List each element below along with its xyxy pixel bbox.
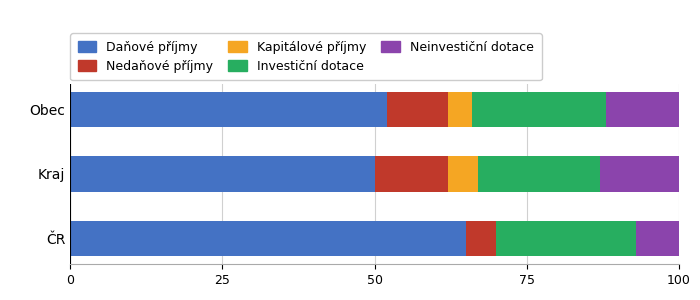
Bar [70,92,386,128]
Bar [600,156,679,192]
Bar [478,156,600,192]
Bar [386,92,447,128]
Legend: Daňové příjmy, Nedaňové příjmy, Kapitálové příjmy, Investiční dotace, Neinvestič: Daňové příjmy, Nedaňové příjmy, Kapitálo… [70,33,542,80]
Bar [374,156,447,192]
Bar [70,220,466,256]
Bar [606,92,679,128]
Bar [496,220,636,256]
Bar [472,92,606,128]
Bar [447,92,472,128]
Bar [447,156,478,192]
Bar [636,220,679,256]
Bar [466,220,496,256]
Bar [70,156,375,192]
